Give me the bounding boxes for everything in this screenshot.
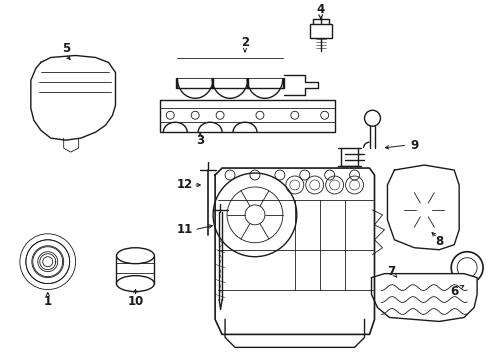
Polygon shape: [215, 168, 374, 334]
Polygon shape: [224, 319, 364, 347]
Ellipse shape: [116, 248, 154, 264]
Text: 3: 3: [196, 134, 204, 147]
Text: 1: 1: [43, 295, 52, 308]
Text: 8: 8: [434, 235, 443, 248]
Ellipse shape: [116, 276, 154, 292]
Text: 9: 9: [409, 139, 418, 152]
Text: 11: 11: [177, 223, 193, 236]
Text: 10: 10: [127, 295, 143, 308]
Text: 12: 12: [177, 179, 193, 192]
Text: 4: 4: [316, 3, 324, 16]
Polygon shape: [31, 55, 115, 140]
Text: 2: 2: [241, 36, 248, 49]
Bar: [309, 24, 331, 37]
Text: 7: 7: [386, 265, 395, 278]
Polygon shape: [371, 274, 476, 321]
Polygon shape: [386, 165, 458, 250]
Text: 6: 6: [449, 285, 457, 298]
Bar: [56, 100, 85, 122]
Text: 5: 5: [61, 42, 70, 55]
